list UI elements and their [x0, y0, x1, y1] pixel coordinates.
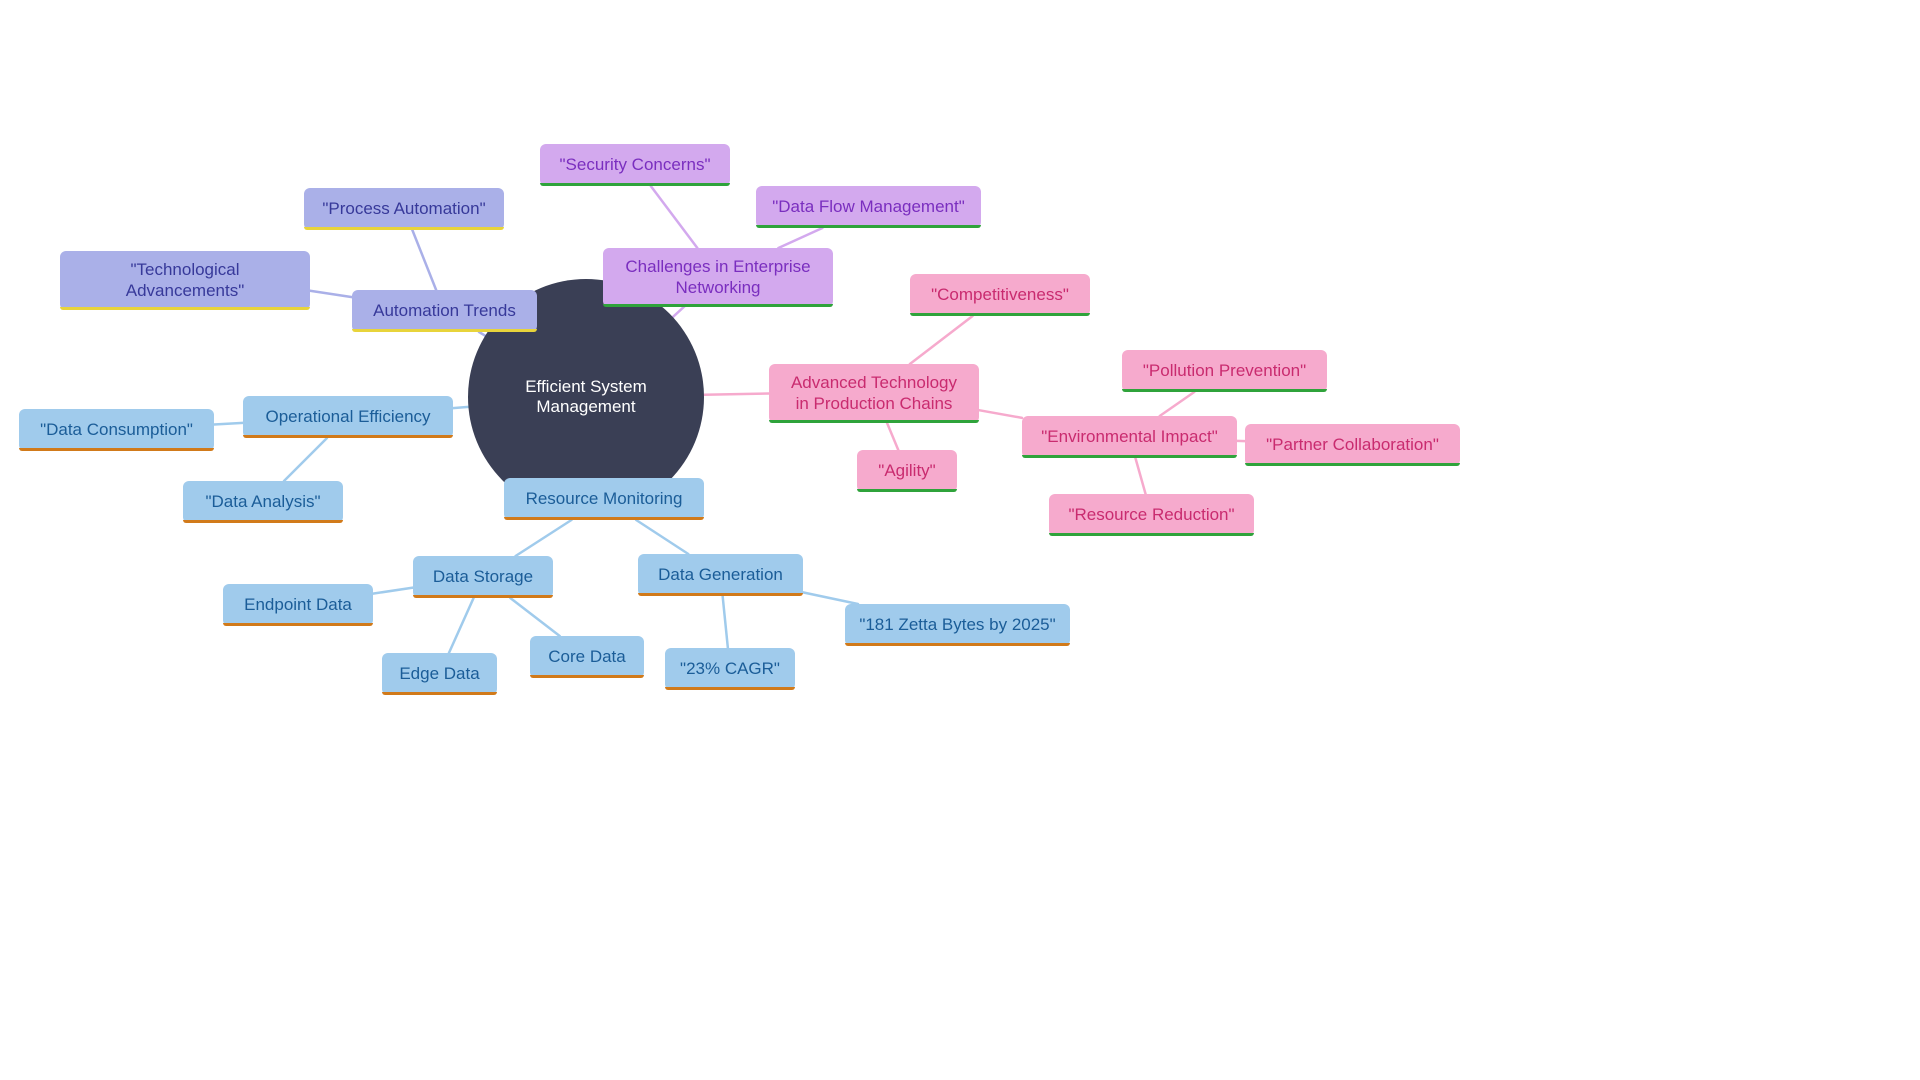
edge: [910, 316, 973, 364]
node-dataflow: "Data Flow Management": [756, 186, 981, 228]
node-label: "Process Automation": [322, 198, 485, 219]
node-label: Core Data: [548, 646, 625, 667]
node-datagen: Data Generation: [638, 554, 803, 596]
node-label: "Pollution Prevention": [1143, 360, 1306, 381]
node-underline: [603, 304, 833, 307]
node-underline: [243, 435, 453, 438]
node-underline: [382, 692, 497, 695]
node-underline: [304, 227, 504, 230]
node-label: "Technological Advancements": [74, 259, 296, 302]
node-zetta: "181 Zetta Bytes by 2025": [845, 604, 1070, 646]
node-label: Challenges in Enterprise Networking: [617, 256, 819, 299]
edges-layer: [0, 0, 1920, 1080]
node-underline: [1049, 533, 1254, 536]
node-label: Operational Efficiency: [265, 406, 430, 427]
edge: [723, 596, 728, 648]
node-underline: [60, 307, 310, 310]
node-label: "Agility": [878, 460, 935, 481]
node-label: Data Generation: [658, 564, 783, 585]
node-label: "Competitiveness": [931, 284, 1069, 305]
node-underline: [845, 643, 1070, 646]
node-label: Resource Monitoring: [526, 488, 683, 509]
node-label: "Partner Collaboration": [1266, 434, 1439, 455]
edge: [803, 592, 858, 604]
edge: [651, 186, 698, 248]
node-underline: [638, 593, 803, 596]
node-label: "Data Consumption": [40, 419, 193, 440]
node-resmon: Resource Monitoring: [504, 478, 704, 520]
node-underline: [183, 520, 343, 523]
node-label: "23% CAGR": [680, 658, 780, 679]
edge: [373, 588, 413, 594]
edge: [310, 291, 352, 297]
node-label: Endpoint Data: [244, 594, 352, 615]
edge: [1160, 392, 1195, 416]
node-datastor: Data Storage: [413, 556, 553, 598]
edge: [214, 423, 243, 425]
node-underline: [1022, 455, 1237, 458]
node-underline: [504, 517, 704, 520]
node-opeff: Operational Efficiency: [243, 396, 453, 438]
node-challenges: Challenges in Enterprise Networking: [603, 248, 833, 307]
node-datacons: "Data Consumption": [19, 409, 214, 451]
node-label: "181 Zetta Bytes by 2025": [859, 614, 1055, 635]
node-label: Data Storage: [433, 566, 533, 587]
node-pollution: "Pollution Prevention": [1122, 350, 1327, 392]
node-underline: [910, 313, 1090, 316]
center-label: Efficient System Management: [488, 377, 684, 417]
node-envimpact: "Environmental Impact": [1022, 416, 1237, 458]
edge: [1135, 458, 1145, 494]
node-agility: "Agility": [857, 450, 957, 492]
node-coredata: Core Data: [530, 636, 644, 678]
edge: [449, 598, 474, 653]
mindmap-canvas: Efficient System Management Automation Tr…: [0, 0, 1920, 1080]
node-underline: [352, 329, 537, 332]
node-advtech: Advanced Technology in Production Chains: [769, 364, 979, 423]
edge: [284, 438, 327, 481]
edge: [778, 228, 822, 248]
node-label: "Environmental Impact": [1041, 426, 1217, 447]
node-partner: "Partner Collaboration": [1245, 424, 1460, 466]
node-proc_auto: "Process Automation": [304, 188, 504, 230]
node-underline: [769, 420, 979, 423]
node-underline: [1122, 389, 1327, 392]
node-tech_adv: "Technological Advancements": [60, 251, 310, 310]
node-automation: Automation Trends: [352, 290, 537, 332]
node-label: "Resource Reduction": [1068, 504, 1234, 525]
node-security: "Security Concerns": [540, 144, 730, 186]
node-underline: [756, 225, 981, 228]
node-underline: [530, 675, 644, 678]
edge: [885, 419, 898, 450]
node-underline: [857, 489, 957, 492]
node-underline: [1245, 463, 1460, 466]
node-label: "Data Analysis": [205, 491, 320, 512]
node-label: Edge Data: [399, 663, 479, 684]
edge: [979, 410, 1022, 418]
node-edgedata: Edge Data: [382, 653, 497, 695]
edge: [636, 520, 688, 554]
node-underline: [223, 623, 373, 626]
node-underline: [665, 687, 795, 690]
node-label: "Data Flow Management": [772, 196, 965, 217]
node-endpoint: Endpoint Data: [223, 584, 373, 626]
node-underline: [413, 595, 553, 598]
edge: [516, 520, 572, 556]
edge: [453, 407, 468, 408]
node-label: "Security Concerns": [560, 154, 711, 175]
edge: [704, 394, 769, 395]
node-underline: [540, 183, 730, 186]
node-label: Advanced Technology in Production Chains: [783, 372, 965, 415]
node-dataanal: "Data Analysis": [183, 481, 343, 523]
node-underline: [19, 448, 214, 451]
node-competitive: "Competitiveness": [910, 274, 1090, 316]
edge: [510, 598, 559, 636]
node-cagr: "23% CAGR": [665, 648, 795, 690]
edge: [412, 230, 436, 290]
node-label: Automation Trends: [373, 300, 516, 321]
node-resred: "Resource Reduction": [1049, 494, 1254, 536]
